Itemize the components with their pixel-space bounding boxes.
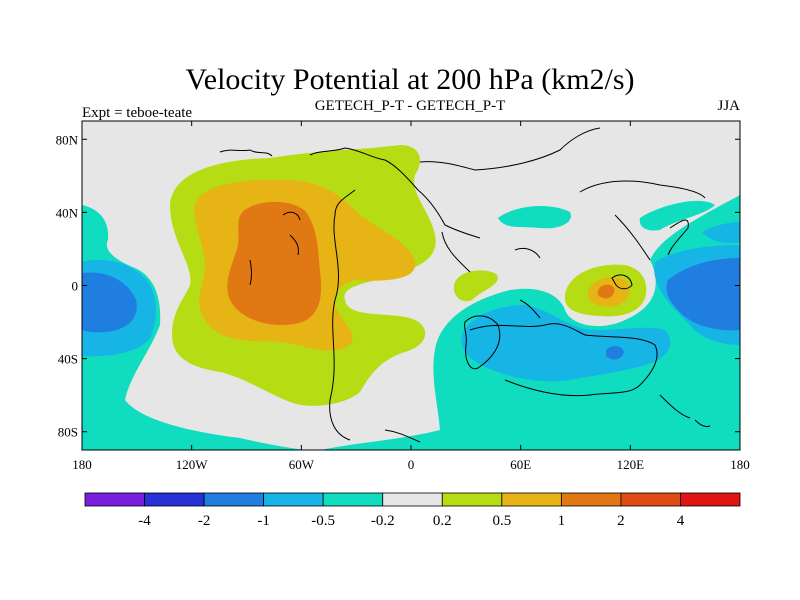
negative-region-east-1 [606, 258, 740, 360]
y-tick-label: 0 [72, 279, 79, 294]
colorbar-label: 2 [617, 513, 625, 529]
left-label: Expt = teboe-teate [82, 105, 192, 121]
colorbar-label: 0.2 [433, 513, 452, 529]
x-tick-label: 180 [730, 457, 750, 472]
map-field [82, 121, 740, 450]
colorbar-swatch [263, 492, 324, 507]
colorbar-swatch [144, 492, 205, 507]
x-tick-label: 120E [617, 457, 645, 472]
colorbar-swatch [322, 492, 384, 507]
y-tick-label: 80N [56, 132, 79, 147]
colorbar: -4 -2 -1 -0.5 -0.2 0.2 0.5 1 2 4 [84, 492, 741, 529]
negative-region-east-05 [461, 222, 740, 382]
x-tick-label: 180 [72, 457, 92, 472]
colorbar-label: 0.5 [492, 513, 511, 529]
colorbar-label: -0.5 [311, 513, 335, 529]
positive-region-maritime-2 [597, 284, 615, 299]
colorbar-label: -4 [138, 513, 151, 529]
colorbar-swatch [441, 492, 503, 507]
y-tick-label: 40S [58, 352, 78, 367]
colorbar-swatch [203, 492, 265, 507]
x-tick-label: 120W [176, 457, 209, 472]
colorbar-label: -1 [257, 513, 270, 529]
colorbar-label: 1 [558, 513, 566, 529]
x-tick-label: 60E [510, 457, 531, 472]
positive-region-africa [453, 270, 498, 302]
x-axis: 180 120W 60W 0 60E 120E 180 [72, 121, 750, 472]
coastlines [219, 127, 711, 443]
colorbar-swatch [501, 492, 562, 507]
colorbar-swatch [680, 492, 741, 507]
right-label: JJA [717, 98, 740, 114]
y-tick-label: 80S [58, 425, 78, 440]
colorbar-swatch [560, 492, 622, 507]
x-tick-label: 60W [289, 457, 315, 472]
colorbar-label: 4 [677, 513, 685, 529]
y-axis: 80N 40N 0 40S 80S [56, 132, 740, 440]
y-tick-label: 40N [56, 205, 79, 220]
colorbar-label: -2 [198, 513, 211, 529]
x-tick-label: 0 [408, 457, 415, 472]
negative-region-west-1 [82, 272, 137, 333]
colorbar-label: -0.2 [371, 513, 395, 529]
colorbar-swatch [620, 492, 681, 507]
positive-region-west-2 [227, 201, 322, 325]
center-label: GETECH_P-T - GETECH_P-T [315, 98, 506, 114]
colorbar-swatch [382, 492, 443, 507]
colorbar-swatch [84, 492, 145, 507]
chart-title: Velocity Potential at 200 hPa (km2/s) [185, 63, 634, 96]
